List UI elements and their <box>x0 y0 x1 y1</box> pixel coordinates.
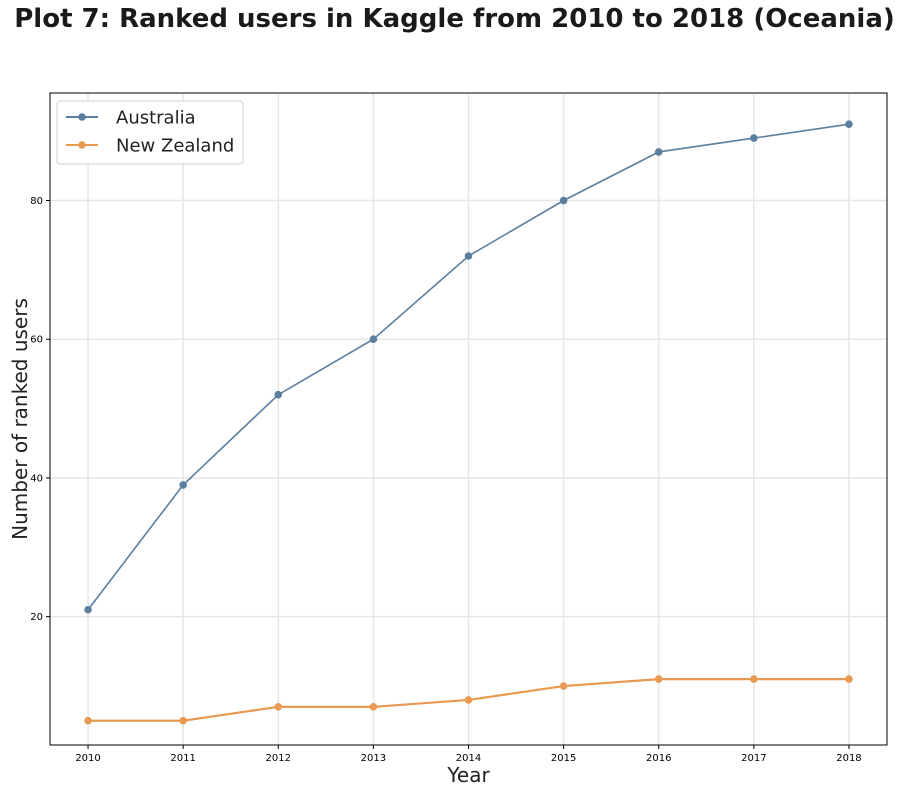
x-tick-label: 2013 <box>361 753 386 764</box>
data-point-australia <box>84 605 92 614</box>
data-point-new-zealand <box>274 703 283 711</box>
data-point-new-zealand <box>559 682 568 690</box>
data-point-new-zealand <box>464 696 473 704</box>
data-point-australia <box>274 390 283 399</box>
data-point-australia <box>369 335 378 344</box>
y-axis-label: Number of ranked users <box>8 298 32 540</box>
series-group <box>84 120 853 725</box>
y-tick-label: 20 <box>30 612 43 623</box>
data-point-australia <box>464 252 473 260</box>
data-point-australia <box>654 148 663 156</box>
axis-ticks: 2010 2011 2012 2013 2014 2015 2016 2017 2018 20 40… <box>30 196 861 764</box>
series-australia <box>84 120 853 614</box>
x-tick-label: 2015 <box>551 753 576 764</box>
x-tick-label: 2018 <box>836 753 861 764</box>
legend-marker-new-zealand <box>78 141 86 149</box>
x-tick-label: 2012 <box>266 753 291 764</box>
data-point-new-zealand <box>845 675 853 683</box>
x-axis-label: Year <box>446 763 490 787</box>
data-point-new-zealand <box>369 703 378 711</box>
y-tick-label: 40 <box>30 473 43 484</box>
data-point-australia <box>559 196 568 205</box>
x-tick-label: 2014 <box>456 753 481 764</box>
data-point-australia <box>845 120 853 129</box>
data-point-australia <box>750 134 758 142</box>
legend: Australia New Zealand <box>56 100 244 165</box>
legend-label-australia: Australia <box>116 108 196 129</box>
chart-title: Plot 7: Ranked users in Kaggle from 2010… <box>14 4 895 34</box>
legend-box <box>56 100 244 165</box>
data-point-new-zealand <box>179 716 187 725</box>
y-tick-label: 80 <box>30 196 43 207</box>
x-tick-label: 2016 <box>646 753 671 764</box>
legend-label-new-zealand: New Zealand <box>116 136 234 157</box>
series-new-zealand <box>84 675 853 725</box>
grid <box>50 93 887 745</box>
data-point-australia <box>179 481 187 489</box>
y-tick-label: 60 <box>30 335 43 346</box>
legend-marker-australia <box>78 113 86 121</box>
x-tick-label: 2017 <box>741 753 766 764</box>
data-point-new-zealand <box>84 716 92 725</box>
data-point-new-zealand <box>750 675 758 683</box>
x-tick-label: 2011 <box>170 753 195 764</box>
data-point-new-zealand <box>654 675 663 683</box>
x-tick-label: 2010 <box>75 753 100 764</box>
